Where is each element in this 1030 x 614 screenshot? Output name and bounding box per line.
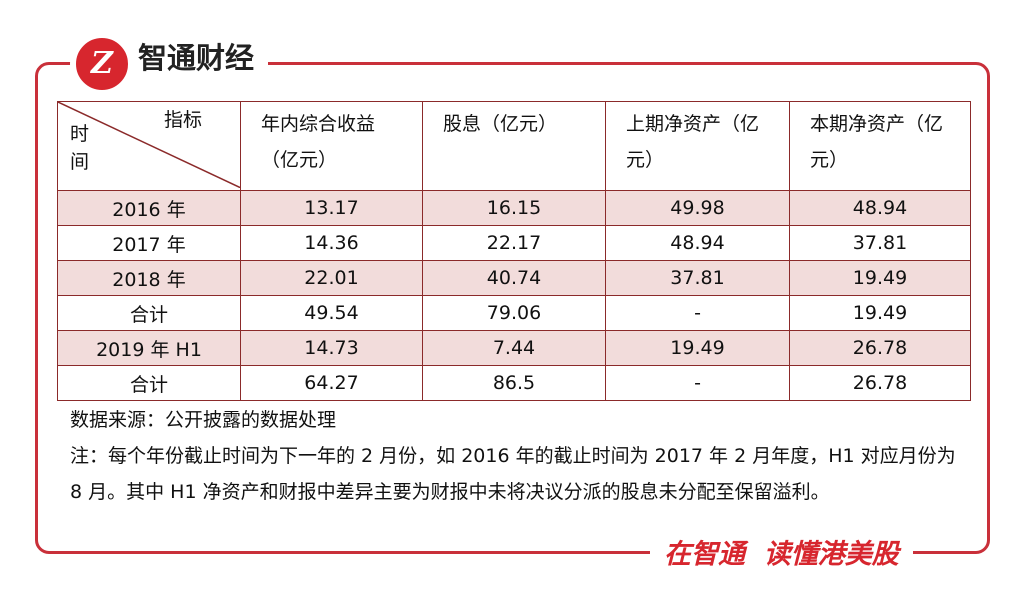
cell: - [605,295,790,331]
cell: 22.01 [240,260,423,296]
cell: 14.73 [240,330,423,366]
row-label: 2018 年 [57,260,241,296]
cell: 86.5 [422,365,606,401]
cell: 48.94 [605,225,790,261]
cell: 7.44 [422,330,606,366]
cell: 37.81 [789,225,971,261]
row: 2018 年 22.01 40.74 37.81 19.49 [57,260,971,296]
table: 指标 时间 年内综合收益（亿元） 股息（亿元） 上期净资产（亿元） 本期净资产（亿元） 20… [57,101,971,401]
slogan: 在智通 读懂港美股 [650,538,913,572]
row-label: 2017 年 [57,225,241,261]
row: 合计 49.54 79.06-19.49 [57,295,971,331]
cell: 19.49 [789,295,971,331]
note: 注：每个年份截止时间为下一年的 2 月份，如 2016 年的截止时间为 2017… [70,445,956,503]
source: 数据来源：公开披露的数据处理 [70,409,337,431]
cell: 37.81 [605,260,790,296]
cell: - [605,365,790,401]
column-header: 本期净资产（亿元） [789,101,971,191]
row-label: 2016 年 [57,190,241,226]
cell: 49.98 [605,190,790,226]
brand: 智通财经 [132,38,269,78]
cell: 19.49 [789,260,971,296]
diagonal [58,102,241,188]
row: 2019 年 H1 14.73 7.44 19.49 26.78 [57,330,971,366]
row-label: 合计 [57,295,241,331]
row: 2016 年 13.17 16.15 49.98 48.94 [57,190,971,226]
cell: 14.36 [240,225,423,261]
cell: 22.17 [422,225,606,261]
diagonal-line [58,102,241,188]
cell: 40.74 [422,260,606,296]
cell: 16.15 [422,190,606,226]
cell: 48.94 [789,190,971,226]
cell: 49.54 [240,295,423,331]
frame [35,62,990,554]
corner-cell: 指标时间 [57,101,241,191]
cell: 26.78 [789,330,971,366]
row-label: 合计 [57,365,241,401]
cell: 64.27 [240,365,423,401]
row: 2017 年 14.36 22.17 48.94 37.81 [57,225,971,261]
cell: 26.78 [789,365,971,401]
cell: 19.49 [605,330,790,366]
cell: 79.06 [422,295,606,331]
row: 合计 64.27 86.5-26.78 [57,365,971,401]
corner-top: 指标 [163,109,202,131]
column-header: 股息（亿元） [422,101,606,191]
row-label: 2019 年 H1 [57,330,241,366]
logo: Z [70,32,134,96]
header-row: 指标 时间 年内综合收益（亿元） 股息（亿元） 上期净资产（亿元） 本期净资产（亿元） [57,101,971,191]
column-header: 上期净资产（亿元） [605,101,790,191]
corner-bottom: 时间 [70,123,90,173]
cell: 13.17 [240,190,423,226]
column-header: 年内综合收益（亿元） [240,101,423,191]
